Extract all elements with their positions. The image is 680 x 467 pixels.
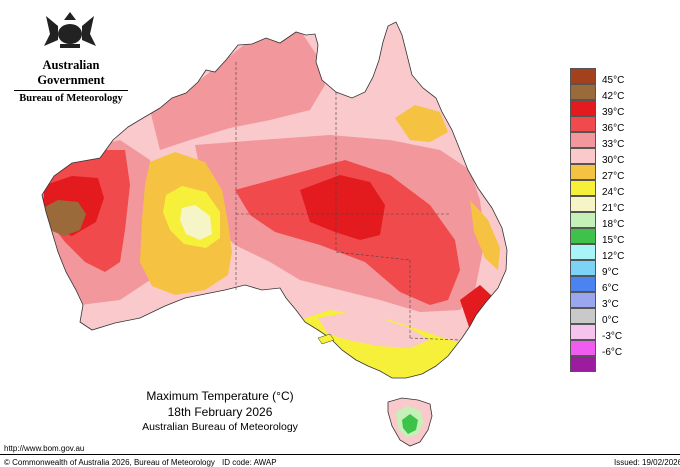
legend-label: 12°C [602,251,625,262]
legend-label: 42°C [602,91,625,102]
legend-label: 39°C [602,107,625,118]
footer-id-code: ID code: AWAP [222,458,277,467]
tasmania [387,397,433,447]
legend-label: 36°C [602,123,625,134]
legend-label: 30°C [602,155,625,166]
government-name: Australian Government [37,58,105,87]
legend-swatch [570,84,596,100]
legend-swatch [570,164,596,180]
legend-swatch [570,356,596,372]
map-title: Maximum Temperature (°C) [146,389,294,403]
legend-label: 6°C [602,283,619,294]
footer-copyright: © Commonwealth of Australia 2026, Bureau… [4,458,215,467]
government-branding: Australian Government Bureau of Meteorol… [8,8,134,104]
legend-swatch [570,212,596,228]
legend-label: 3°C [602,299,619,310]
map-organisation: Australian Bureau of Meteorology [142,421,298,433]
legend-swatch [570,276,596,292]
legend-label: -3°C [602,331,623,342]
australia-mainland [41,21,508,379]
legend-swatch [570,148,596,164]
legend-label: 24°C [602,187,625,198]
kangaroo-island [317,333,335,345]
legend-label: -6°C [602,347,623,358]
footer-url[interactable]: http://www.bom.gov.au [4,444,85,453]
coat-of-arms-icon [44,12,96,48]
legend-label: 27°C [602,171,625,182]
legend-label: 45°C [602,75,625,86]
legend-label: 9°C [602,267,619,278]
legend-swatch [570,196,596,212]
legend-label: 21°C [602,203,625,214]
map-caption: Maximum Temperature (°C) 18th February 2… [140,389,300,433]
legend-swatch [570,260,596,276]
map-date: 18th February 2026 [167,405,273,419]
legend-swatch [570,324,596,340]
legend-swatch [570,308,596,324]
legend-swatch [570,244,596,260]
agency-name: Bureau of Meteorology [19,93,123,104]
legend-label: 0°C [602,315,619,326]
footer-divider [0,454,680,455]
legend-swatch [570,116,596,132]
legend-swatch [570,180,596,196]
footer-issued: Issued: 19/02/2026 [614,458,680,467]
legend-swatch [570,228,596,244]
legend-label: 18°C [602,219,625,230]
legend-swatch [570,132,596,148]
legend-label: 15°C [602,235,625,246]
legend-swatch [570,100,596,116]
legend-swatch [570,292,596,308]
branding-divider [14,90,128,91]
legend-swatch [570,68,596,84]
legend-swatch [570,340,596,356]
legend-label: 33°C [602,139,625,150]
